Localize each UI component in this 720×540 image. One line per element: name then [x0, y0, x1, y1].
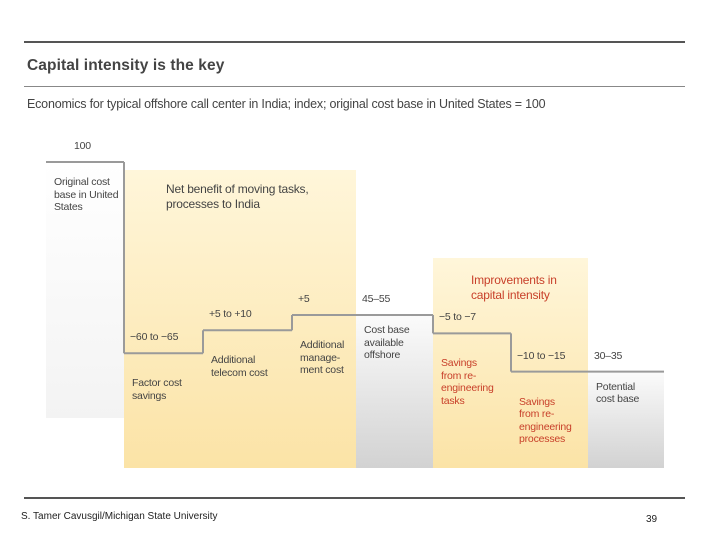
step-category-label-line: savings	[132, 389, 167, 402]
step-category-label-line: Savings	[519, 395, 555, 408]
step-category-label: Factor cost savings	[132, 377, 182, 402]
step-category-label: Cost base available offshore	[364, 324, 410, 362]
step-category-label-line: telecom cost	[211, 366, 268, 379]
chart-subtitle: Economics for typical offshore call cent…	[27, 97, 546, 111]
step-category-label-line: base in United	[54, 188, 119, 201]
step-value-label: +5	[298, 293, 310, 305]
step-category-label-line: offshore	[364, 349, 401, 361]
step-category-label-line: Factor cost	[132, 377, 182, 390]
step-category-label: Savings from re-engineering processes	[519, 396, 572, 446]
step-category-label: Potential cost base	[596, 381, 639, 406]
page-title: Capital intensity is the key	[27, 57, 225, 74]
step-category-label-line: from re-	[441, 369, 477, 382]
step-category-label: Savings from re-engineering tasks	[441, 357, 494, 407]
first-column-backdrop	[46, 162, 124, 418]
step-value-label: −10 to −15	[517, 349, 566, 362]
group-label-capital-intensity: Improvements in capital intensity	[471, 273, 557, 302]
step-category-label-line: Additional	[211, 354, 256, 367]
footer-author: S. Tamer Cavusgil/Michigan State Univers…	[21, 511, 218, 522]
step-category-label-line: cost base	[596, 393, 640, 406]
top-rule	[24, 41, 685, 43]
step-category-label-line: Additional	[300, 339, 345, 351]
step-category-label-line: engineering	[441, 382, 494, 395]
step-value-label: +5 to +10	[209, 308, 252, 321]
bottom-rule	[24, 497, 685, 499]
step-category-label: Additional telecom cost	[211, 354, 268, 379]
step-value-label: −5 to −7	[439, 311, 476, 324]
step-category-label-line: States	[54, 201, 83, 213]
title-rule	[24, 86, 685, 87]
step-category-label-line: Original cost	[54, 176, 110, 188]
total-bar	[588, 371, 664, 468]
step-value-label: 100	[74, 140, 91, 152]
step-category-label-line: from re-	[519, 408, 555, 421]
step-value-label: 45–55	[362, 293, 391, 305]
step-value-label: 30–35	[594, 349, 623, 362]
step-category-label-line: available	[364, 336, 404, 349]
total-bar	[356, 315, 433, 468]
step-category-label-line: ment cost	[300, 364, 344, 376]
step-category-label: Additional manage-ment cost	[300, 339, 344, 377]
step-category-label-line: engineering	[519, 420, 572, 433]
step-category-label-line: Savings	[441, 357, 477, 370]
step-category-label-line: manage-	[300, 351, 341, 364]
step-category-label-line: Potential	[596, 380, 636, 393]
step-category-label-line: tasks	[441, 394, 465, 407]
group-highlight-net-benefit	[124, 170, 356, 468]
step-category-label-line: processes	[519, 433, 566, 446]
page-number: 39	[646, 514, 658, 525]
group-label-net-benefit: Net benefit of moving tasks, processes t…	[166, 182, 309, 211]
step-value-label: −60 to −65	[130, 331, 179, 344]
step-category-label: Original cost base in United States	[54, 176, 119, 214]
step-category-label-line: Cost base	[364, 324, 410, 336]
